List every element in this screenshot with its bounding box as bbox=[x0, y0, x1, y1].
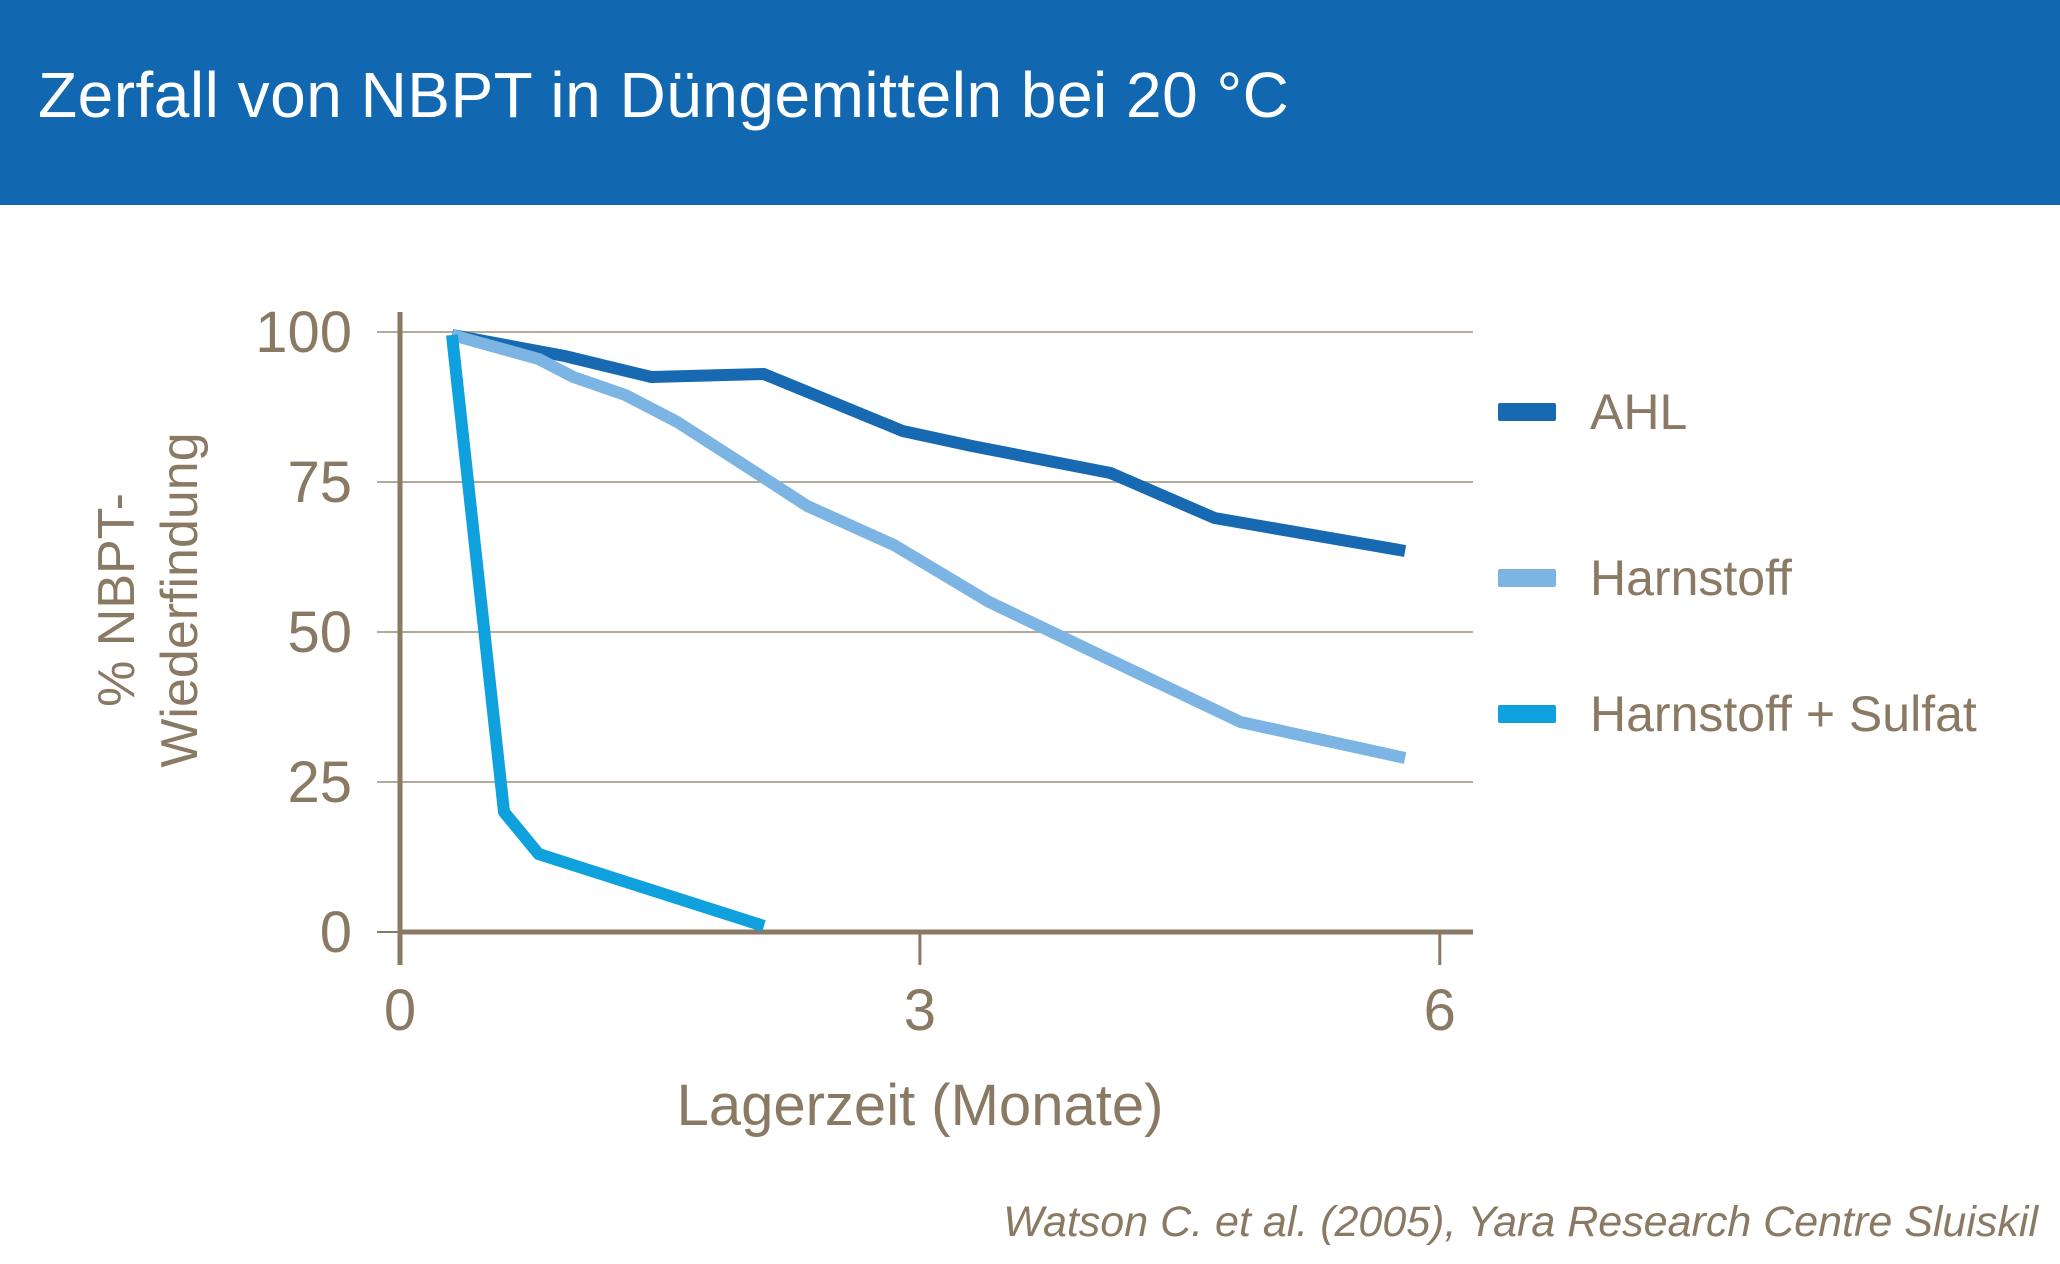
y-tick-label-75: 75 bbox=[287, 450, 352, 515]
series-line-harnstoff-sulfat bbox=[446, 334, 766, 932]
legend-label-harnstoff-sulfat: Harnstoff + Sulfat bbox=[1590, 686, 1977, 742]
y-axis-title: % NBPT- Wiederfindung bbox=[86, 220, 214, 980]
legend-swatch-ahl bbox=[1498, 403, 1556, 421]
y-axis-title-line2: Wiederfindung bbox=[151, 432, 210, 768]
series-line-ahl bbox=[450, 329, 1407, 557]
title-banner: Zerfall von NBPT in Düngemitteln bei 20 … bbox=[0, 0, 2060, 205]
page-title: Zerfall von NBPT in Düngemitteln bei 20 … bbox=[38, 59, 1290, 131]
x-tick-label-0: 0 bbox=[384, 978, 416, 1043]
y-tick-label-50: 50 bbox=[287, 600, 352, 665]
series-line-harnstoff bbox=[450, 329, 1407, 764]
legend-label-harnstoff: Harnstoff bbox=[1590, 550, 1792, 606]
y-axis-title-line1: % NBPT- bbox=[88, 493, 146, 707]
legend-swatch-harnstoff-sulfat bbox=[1498, 705, 1556, 723]
y-tick-label-100: 100 bbox=[255, 300, 352, 365]
x-axis-title: Lagerzeit (Monate) bbox=[676, 1073, 1164, 1138]
x-tick-label-6: 6 bbox=[1424, 978, 1456, 1043]
y-tick-label-25: 25 bbox=[287, 750, 352, 815]
x-tick-label-3: 3 bbox=[904, 978, 936, 1043]
legend-swatch-harnstoff bbox=[1498, 569, 1556, 587]
y-tick-label-0: 0 bbox=[320, 900, 352, 965]
legend-label-ahl: AHL bbox=[1590, 384, 1688, 440]
source-citation: Watson C. et al. (2005), Yara Research C… bbox=[1003, 1198, 2038, 1246]
